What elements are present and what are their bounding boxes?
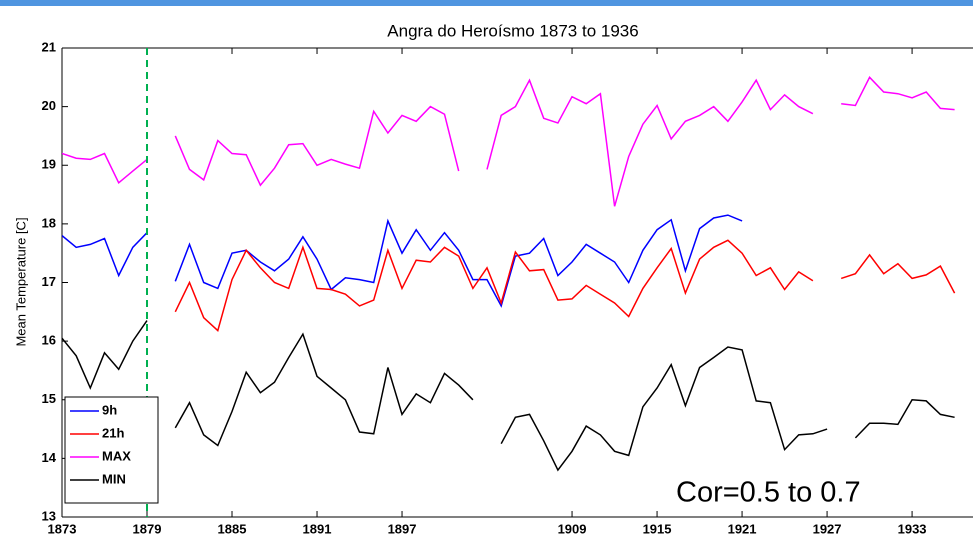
x-tick-label: 1885 bbox=[218, 521, 247, 536]
y-tick-label: 16 bbox=[42, 333, 56, 348]
chart-title: Angra do Heroísmo 1873 to 1936 bbox=[387, 21, 638, 40]
x-tick-label: 1909 bbox=[558, 521, 587, 536]
legend-label: 21h bbox=[102, 425, 124, 440]
annotation: Cor=0.5 to 0.7 bbox=[676, 477, 861, 509]
y-tick-label: 15 bbox=[42, 391, 56, 406]
y-tick-label: 20 bbox=[42, 98, 56, 113]
x-tick-label: 1873 bbox=[48, 521, 77, 536]
y-tick-label: 18 bbox=[42, 215, 56, 230]
legend-box bbox=[64, 396, 159, 504]
series-line bbox=[174, 239, 956, 332]
y-tick-label: 21 bbox=[42, 39, 56, 54]
top-bar bbox=[0, 0, 973, 6]
legend-label: MIN bbox=[102, 471, 126, 486]
x-tick-label: 1933 bbox=[898, 521, 927, 536]
series-line bbox=[62, 320, 955, 472]
y-tick-label: 13 bbox=[42, 508, 56, 523]
legend-label: MAX bbox=[102, 448, 131, 463]
x-tick-label: 1915 bbox=[643, 521, 672, 536]
y-tick-label: 14 bbox=[42, 450, 57, 465]
y-tick-label: 19 bbox=[42, 157, 56, 172]
x-tick-label: 1897 bbox=[388, 521, 417, 536]
x-tick-label: 1891 bbox=[303, 521, 332, 536]
plot-area bbox=[62, 76, 956, 472]
series-line bbox=[62, 214, 743, 308]
series-line bbox=[62, 76, 955, 207]
y-axis-label: Mean Temperature [C] bbox=[13, 217, 28, 346]
x-tick-label: 1927 bbox=[813, 521, 842, 536]
x-tick-label: 1921 bbox=[728, 521, 757, 536]
y-tick-label: 17 bbox=[42, 274, 56, 289]
legend-label: 9h bbox=[102, 402, 117, 417]
x-tick-label: 1879 bbox=[133, 521, 162, 536]
